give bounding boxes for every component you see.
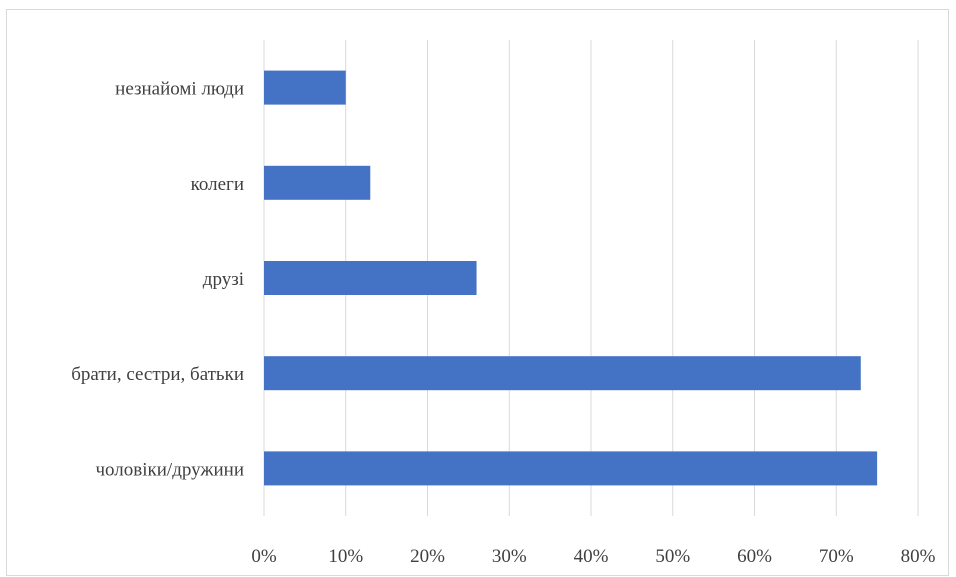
x-tick-label-5: 50% <box>655 546 690 567</box>
chart-frame <box>6 9 949 576</box>
category-label-0: чоловіки/дружини <box>95 459 244 480</box>
x-tick-label-0: 0% <box>251 546 277 567</box>
bar-1 <box>264 356 861 391</box>
x-tick-label-4: 40% <box>574 546 609 567</box>
bars <box>264 70 878 486</box>
category-label-3: колеги <box>191 174 244 195</box>
bar-0 <box>264 451 878 486</box>
bar-4 <box>264 70 346 105</box>
x-tick-label-2: 20% <box>410 546 445 567</box>
x-tick-labels: 0% 10% 20% 30% 40% 50% 60% 70% 80% <box>251 546 935 567</box>
gridlines <box>263 40 919 516</box>
bar-3 <box>264 165 371 200</box>
bar-2 <box>264 261 477 295</box>
category-label-2: друзі <box>203 269 244 290</box>
x-tick-label-7: 70% <box>819 546 854 567</box>
x-tick-label-1: 10% <box>328 546 363 567</box>
x-tick-label-8: 80% <box>901 546 936 567</box>
category-labels: чоловіки/дружини брати, сестри, батьки дру… <box>71 79 244 481</box>
category-label-4: незнайомі люди <box>115 79 244 100</box>
category-label-1: брати, сестри, батьки <box>71 364 244 385</box>
x-tick-label-6: 60% <box>737 546 772 567</box>
x-tick-label-3: 30% <box>492 546 527 567</box>
